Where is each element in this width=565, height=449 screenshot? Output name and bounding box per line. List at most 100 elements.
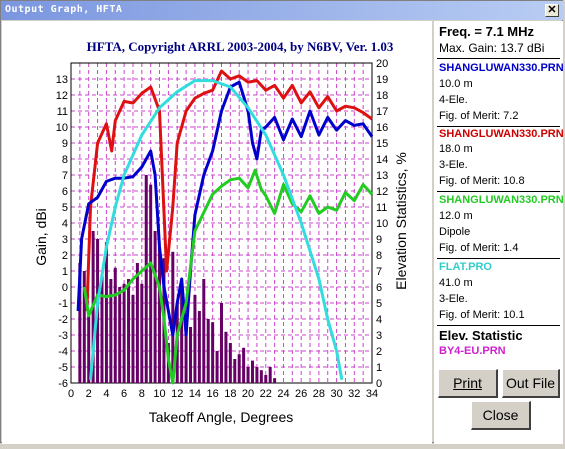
y2-tick-label: 16 xyxy=(376,122,388,134)
legend-entry-2-type: 3-Ele. xyxy=(439,159,468,171)
y2-tick-label: 9 xyxy=(376,234,382,246)
elevation-bar xyxy=(140,283,144,383)
elevation-bar xyxy=(135,263,139,383)
elevation-bar xyxy=(259,370,263,383)
out-file-button-label: Out File xyxy=(505,375,555,391)
x-tick-label: 12 xyxy=(171,388,183,400)
y2-tick-label: 18 xyxy=(376,90,388,102)
elevation-bar xyxy=(109,279,113,383)
y-tick-label: 7 xyxy=(62,170,68,182)
elevation-bar xyxy=(246,367,250,383)
elevation-bar xyxy=(255,367,259,383)
y2-tick-label: 7 xyxy=(376,266,382,278)
y-tick-label: -3 xyxy=(58,330,68,342)
elevation-statistic-file: BY4-EU.PRN xyxy=(439,345,506,357)
y2-tick-label: 6 xyxy=(376,282,382,294)
elevation-bar xyxy=(197,311,201,383)
legend-entry-3-fom: Fig. of Merit: 1.4 xyxy=(439,242,519,254)
chart-title: HFTA, Copyright ARRL 2003-2004, by N6BV,… xyxy=(87,39,394,54)
y2-tick-label: 8 xyxy=(376,250,382,262)
legend-entry-1-name: SHANGLUWAN330.PRN xyxy=(439,62,564,74)
y2-tick-label: 15 xyxy=(376,138,388,150)
elevation-bar xyxy=(180,287,184,383)
legend-entry-1-height: 10.0 m xyxy=(439,78,473,90)
y-tick-label: 9 xyxy=(62,138,68,150)
elevation-bar xyxy=(158,247,162,383)
y-tick-label: -4 xyxy=(58,346,68,358)
x-tick-label: 0 xyxy=(68,388,74,400)
y-tick-label: 6 xyxy=(62,186,68,198)
x-tick-label: 34 xyxy=(366,388,378,400)
close-button-label: Close xyxy=(482,407,519,423)
y-tick-label: 13 xyxy=(56,74,68,86)
y-tick-label: 3 xyxy=(62,234,68,246)
elevation-bar xyxy=(144,175,148,383)
print-button-label: Print xyxy=(453,375,482,391)
y-tick-label: 5 xyxy=(62,202,68,214)
divider xyxy=(437,325,560,326)
tick-labels: 0 2 4 6 8 10 12 14 16 18 20 22 24 26 28 30 32 34-6-5-4-3-… xyxy=(56,58,389,400)
elevation-bar xyxy=(127,279,131,383)
y2-tick-label: 20 xyxy=(376,58,388,70)
title-bar[interactable]: Output Graph, HFTA ✕ xyxy=(1,1,564,20)
legend-entry-4-type: 3-Ele. xyxy=(439,293,468,305)
elevation-bar xyxy=(224,331,228,383)
x-tick-label: 24 xyxy=(277,388,289,400)
y-tick-label: 8 xyxy=(62,154,68,166)
legend-entry-4-name: FLAT.PRO xyxy=(439,261,492,273)
legend-entry-3-name: SHANGLUWAN330.PRN xyxy=(439,194,564,206)
y-tick-label: 10 xyxy=(56,122,68,134)
x-tick-label: 4 xyxy=(103,388,109,400)
series-line-2 xyxy=(76,80,374,337)
y2-tick-label: 12 xyxy=(376,186,388,198)
elevation-bar xyxy=(193,295,197,383)
elevation-bar xyxy=(206,319,210,383)
elevation-bar xyxy=(242,347,246,383)
out-file-button[interactable]: Out File xyxy=(502,369,560,398)
divider xyxy=(437,58,560,59)
x-tick-label: 6 xyxy=(121,388,127,400)
y-tick-label: -5 xyxy=(58,362,68,374)
print-button[interactable]: Print xyxy=(438,369,498,398)
elevation-bar xyxy=(78,263,82,383)
legend-entry-1-type: 4-Ele. xyxy=(439,94,468,106)
window-title: Output Graph, HFTA xyxy=(5,4,123,15)
elevation-bar xyxy=(104,242,108,383)
elevation-bar xyxy=(237,354,241,383)
x-axis-label: Takeoff Angle, Degrees xyxy=(149,409,294,425)
y2-tick-label: 19 xyxy=(376,74,388,86)
series-line-1 xyxy=(85,69,373,312)
elevation-bar xyxy=(82,271,86,383)
legend-entry-1-fom: Fig. of Merit: 7.2 xyxy=(439,110,519,122)
x-tick-label: 28 xyxy=(313,388,325,400)
elevation-bar xyxy=(264,375,268,383)
elevation-bar xyxy=(228,343,232,383)
elevation-bar xyxy=(184,315,188,383)
elevation-bar xyxy=(153,231,157,383)
x-tick-label: 20 xyxy=(242,388,254,400)
elevation-bar xyxy=(131,295,135,383)
y-tick-label: 1 xyxy=(62,266,68,278)
elevation-bar xyxy=(87,315,91,383)
elevation-bar xyxy=(113,267,117,383)
frequency-label: Freq. = 7.1 MHz xyxy=(439,24,534,39)
elevation-bar xyxy=(268,367,272,383)
y2-tick-label: 0 xyxy=(376,378,382,390)
legend-entry-3-type: Dipole xyxy=(439,226,471,238)
close-icon[interactable]: ✕ xyxy=(545,4,559,17)
legend-entry-2-name: SHANGLUWAN330.PRN xyxy=(439,128,564,140)
x-tick-label: 16 xyxy=(207,388,219,400)
elevation-bar xyxy=(171,251,175,383)
elevation-statistic-title: Elev. Statistic xyxy=(439,328,523,343)
y2-tick-label: 14 xyxy=(376,154,388,166)
y-tick-label: -2 xyxy=(58,314,68,326)
series-line-4 xyxy=(89,79,344,381)
y-tick-label: -6 xyxy=(58,378,68,390)
legend-entry-4-height: 41.0 m xyxy=(439,277,473,289)
elevation-bar xyxy=(220,303,223,383)
graph-area: HFTA, Copyright ARRL 2003-2004, by N6BV,… xyxy=(2,21,432,444)
y-axis-label: Gain, dBi xyxy=(33,208,49,266)
y2-tick-label: 5 xyxy=(376,298,382,310)
close-button[interactable]: Close xyxy=(471,401,531,430)
